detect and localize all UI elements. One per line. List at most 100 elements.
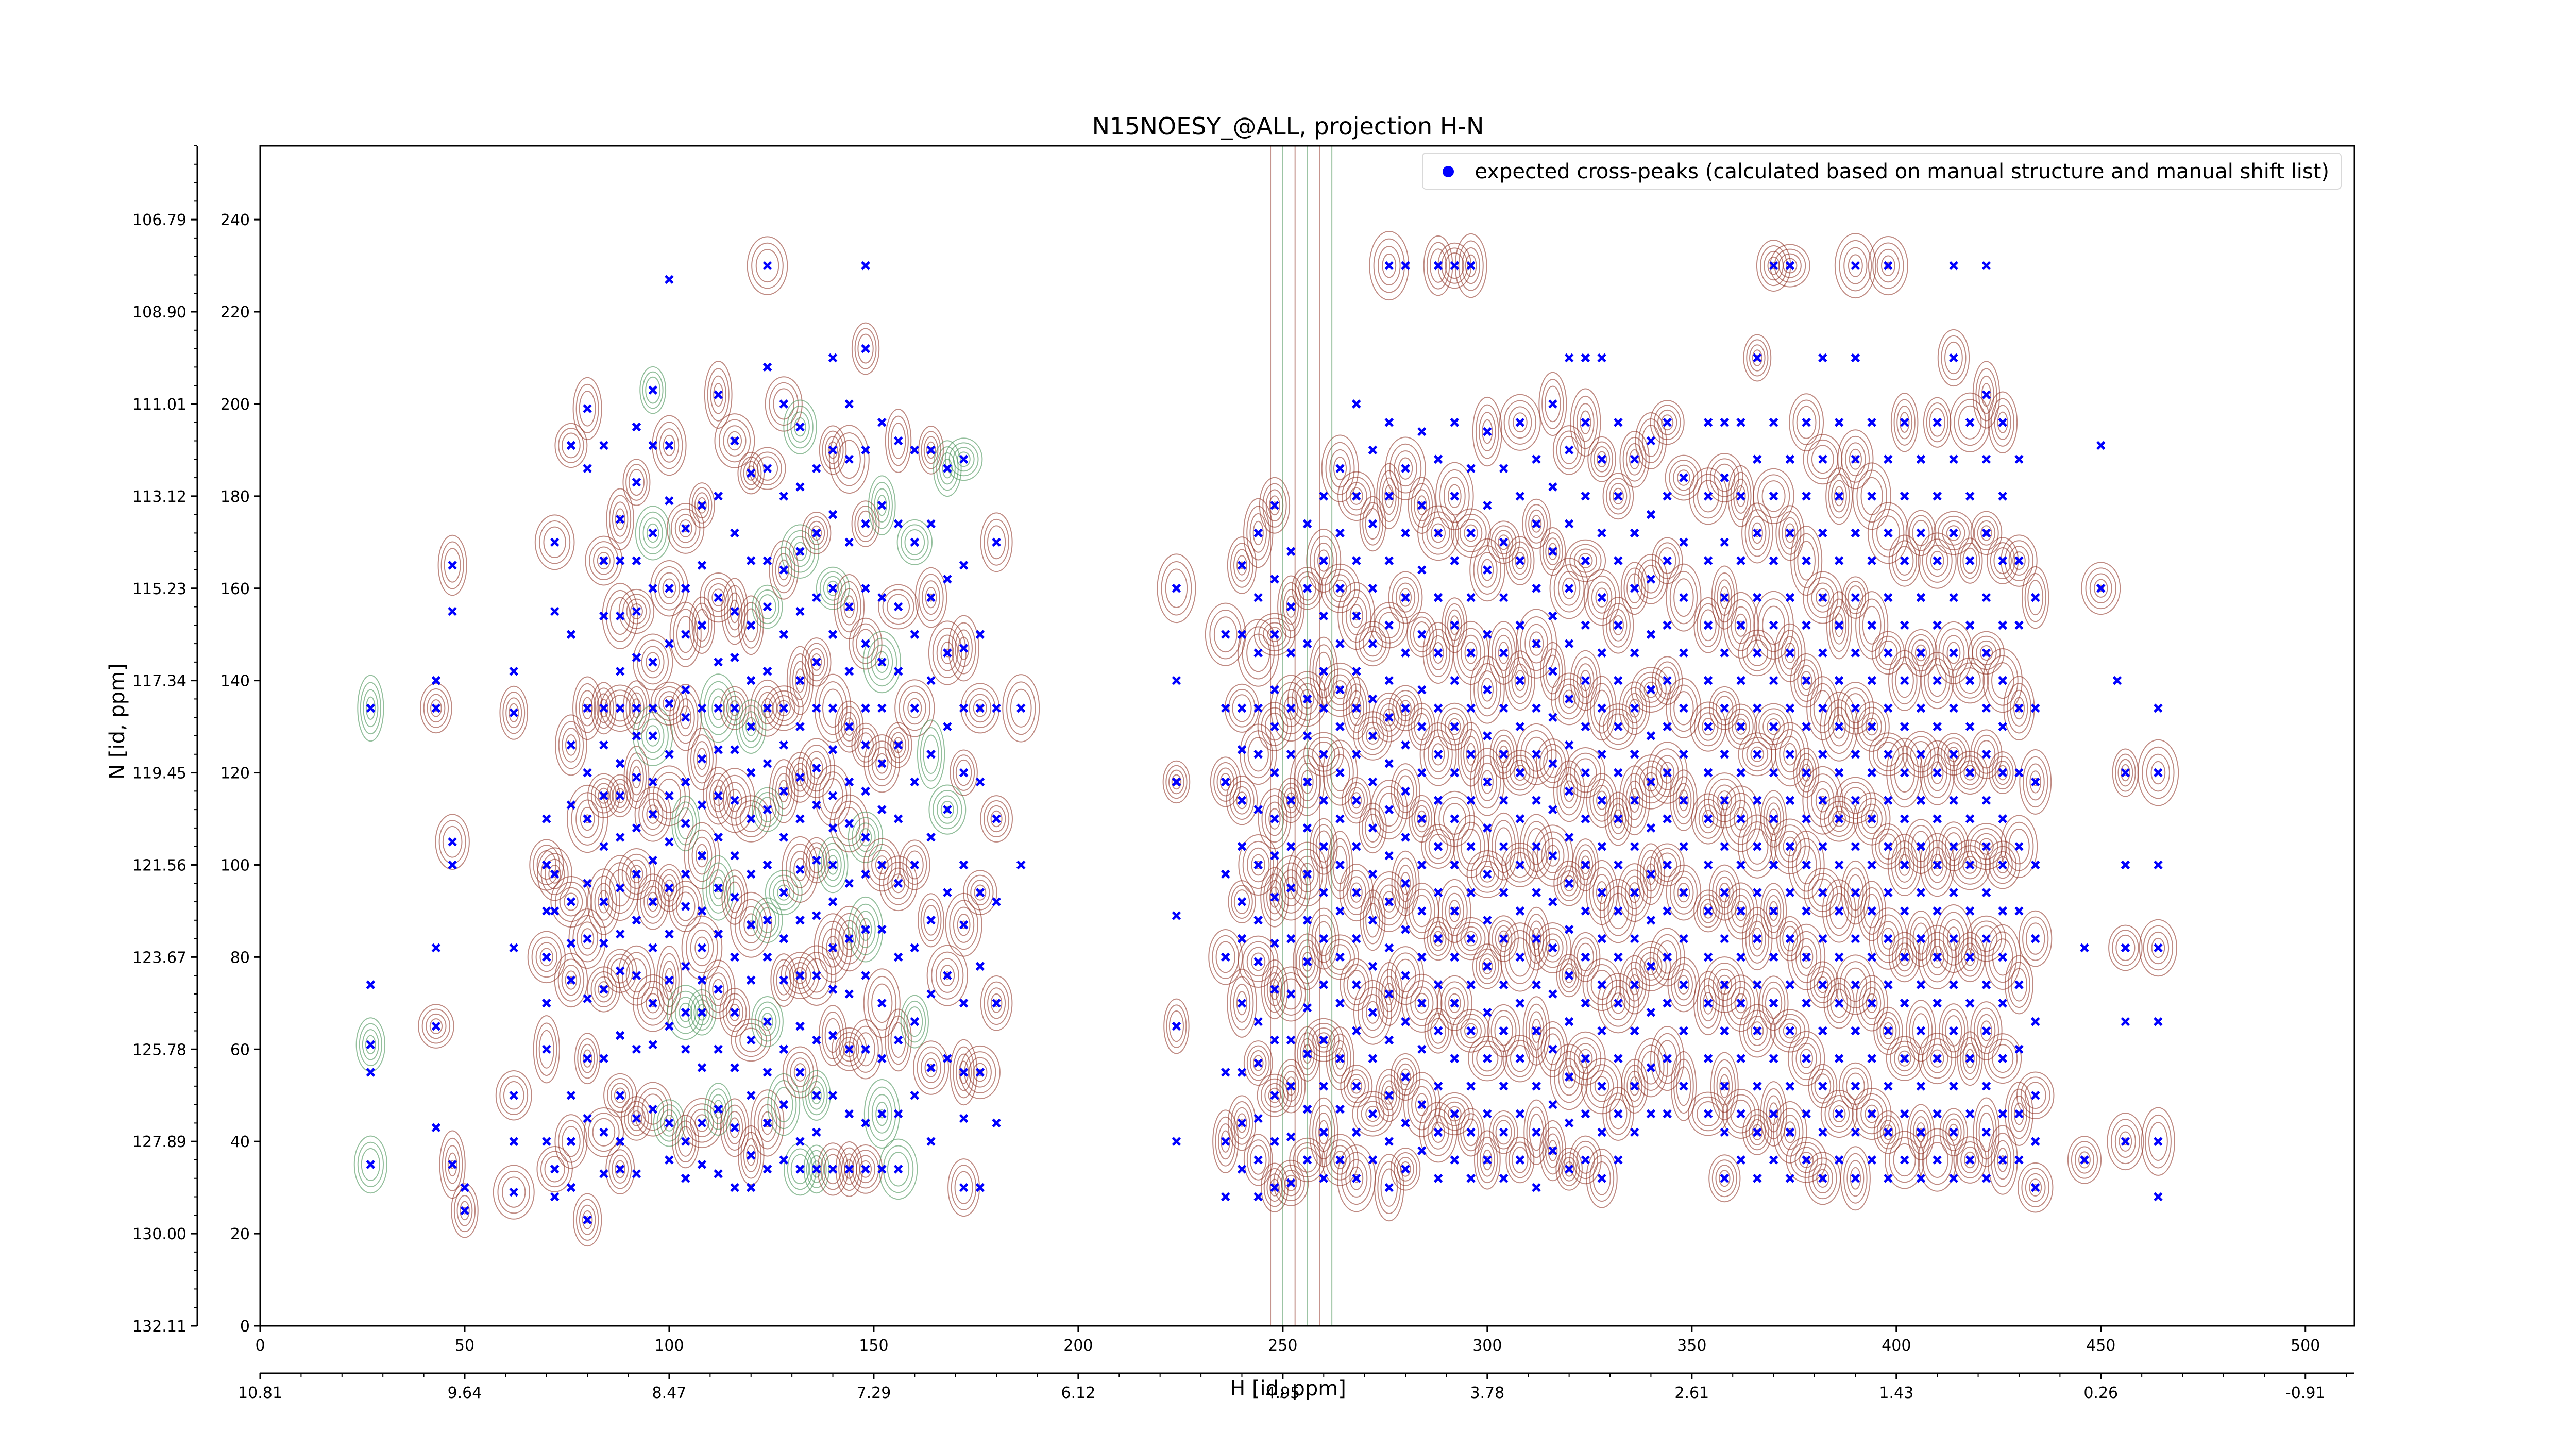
contour-ring: [2089, 573, 2112, 603]
contour-ring: [1587, 676, 1617, 741]
cross-peak-point: [1646, 823, 1656, 833]
contour-ring: [1561, 1157, 1577, 1182]
cross-peak-point: [1998, 952, 2007, 962]
contour-ring: [754, 1001, 781, 1042]
cross-peak-point: [926, 1063, 936, 1072]
contour-ring: [1386, 946, 1425, 1005]
contour-ring: [811, 653, 822, 671]
contour-ring: [1703, 991, 1714, 1015]
contour-ring: [1730, 987, 1752, 1020]
contour-ring: [1988, 931, 2018, 983]
contour-ring: [658, 572, 681, 604]
contour-ring: [601, 557, 607, 564]
contour-ring: [1793, 659, 1819, 702]
contour-ring: [659, 953, 680, 1007]
cross-peak-point: [1384, 261, 1394, 271]
contour-ring: [1910, 740, 1931, 768]
contour-ring: [855, 822, 876, 852]
contour-ring: [1731, 606, 1751, 644]
contour-ring: [1406, 612, 1437, 658]
contour-ring: [1989, 846, 2017, 884]
contour-ring: [1591, 581, 1613, 614]
cross-peak-point: [1253, 593, 1263, 602]
cross-peak-point: [1900, 620, 1909, 630]
contour-ring: [868, 1086, 896, 1141]
contour-ring: [1949, 392, 1991, 452]
cross-peak-point: [877, 860, 887, 870]
contour-ring: [1343, 964, 1370, 1006]
cross-peak-point: [2030, 860, 2040, 870]
cross-peak-point: [1302, 957, 1312, 967]
contour-ring: [859, 828, 872, 847]
contour-ring: [1484, 777, 1490, 787]
cross-peak-point: [1581, 768, 1590, 778]
contour-ring: [1597, 973, 1639, 1034]
contour-ring: [1264, 966, 1285, 1013]
contour-ring: [1836, 815, 1842, 822]
contour-ring: [794, 417, 806, 437]
cross-peak-point: [812, 528, 821, 538]
cross-peak-point: [1998, 722, 2007, 731]
contour-ring: [1783, 743, 1797, 766]
contour-ring: [1930, 761, 1944, 784]
contour-ring: [539, 520, 571, 564]
contour-ring: [1895, 663, 1914, 698]
cross-peak-point: [1981, 261, 1991, 271]
cross-peak-point: [1270, 814, 1279, 823]
contour-ring: [774, 1087, 793, 1123]
cross-peak-point: [1998, 906, 2007, 916]
contour-ring: [980, 795, 1013, 843]
cross-peak-point: [1515, 417, 1525, 427]
contour-ring: [453, 1189, 476, 1233]
cross-peak-point: [648, 1040, 657, 1050]
contour-ring: [694, 1114, 709, 1132]
contour-ring: [1857, 881, 1886, 941]
contour-ring: [1596, 881, 1608, 904]
contour-ring: [629, 759, 644, 796]
contour-ring: [1475, 404, 1499, 459]
contour-ring: [1502, 1034, 1538, 1083]
contour-ring: [1276, 972, 1307, 1016]
contour-ring: [723, 425, 747, 457]
contour-ring: [610, 958, 630, 984]
contour-ring: [1834, 486, 1844, 507]
contour-ring: [852, 623, 879, 664]
cross-peak-point: [861, 261, 870, 271]
contour-ring: [1540, 1027, 1565, 1071]
contour-ring: [1385, 436, 1426, 500]
cross-peak-point: [2014, 1109, 2024, 1119]
contour-ring: [1609, 1098, 1628, 1130]
cross-peak-point: [779, 934, 789, 943]
contour-ring: [1979, 838, 1994, 855]
contour-ring: [1926, 1043, 1948, 1073]
contour-ring: [1842, 576, 1869, 619]
contour-ring: [1945, 1015, 1962, 1047]
contour-ring: [1779, 921, 1801, 956]
contour-ring: [1725, 793, 1757, 845]
cross-peak-point: [1417, 1100, 1427, 1109]
cross-peak-point: [1433, 888, 1443, 897]
contour-ring: [1242, 941, 1275, 983]
contour-ring: [1697, 978, 1720, 1029]
contour-ring: [1926, 1141, 1948, 1178]
cross-peak-point: [1703, 814, 1713, 823]
cross-peak-point: [1532, 841, 1541, 851]
cross-peak-point: [1499, 593, 1509, 602]
contour-ring: [1510, 1044, 1530, 1072]
contour-ring: [789, 962, 811, 989]
contour-ring: [1249, 1145, 1267, 1175]
contour-ring: [1697, 894, 1720, 928]
cross-peak-point: [1450, 860, 1460, 870]
cross-peak-point: [431, 1021, 441, 1031]
cross-peak-point: [1499, 934, 1509, 943]
cross-peak-point: [509, 708, 519, 718]
contour-ring: [1590, 970, 1613, 1000]
contour-ring: [990, 810, 1003, 828]
contour-ring: [963, 870, 997, 916]
contour-ring: [1255, 861, 1261, 869]
contour-ring: [751, 996, 784, 1048]
cross-peak-point: [550, 1165, 560, 1174]
cross-peak-point: [779, 703, 789, 713]
contour-ring: [1743, 334, 1772, 382]
cross-peak-point: [1450, 556, 1460, 565]
